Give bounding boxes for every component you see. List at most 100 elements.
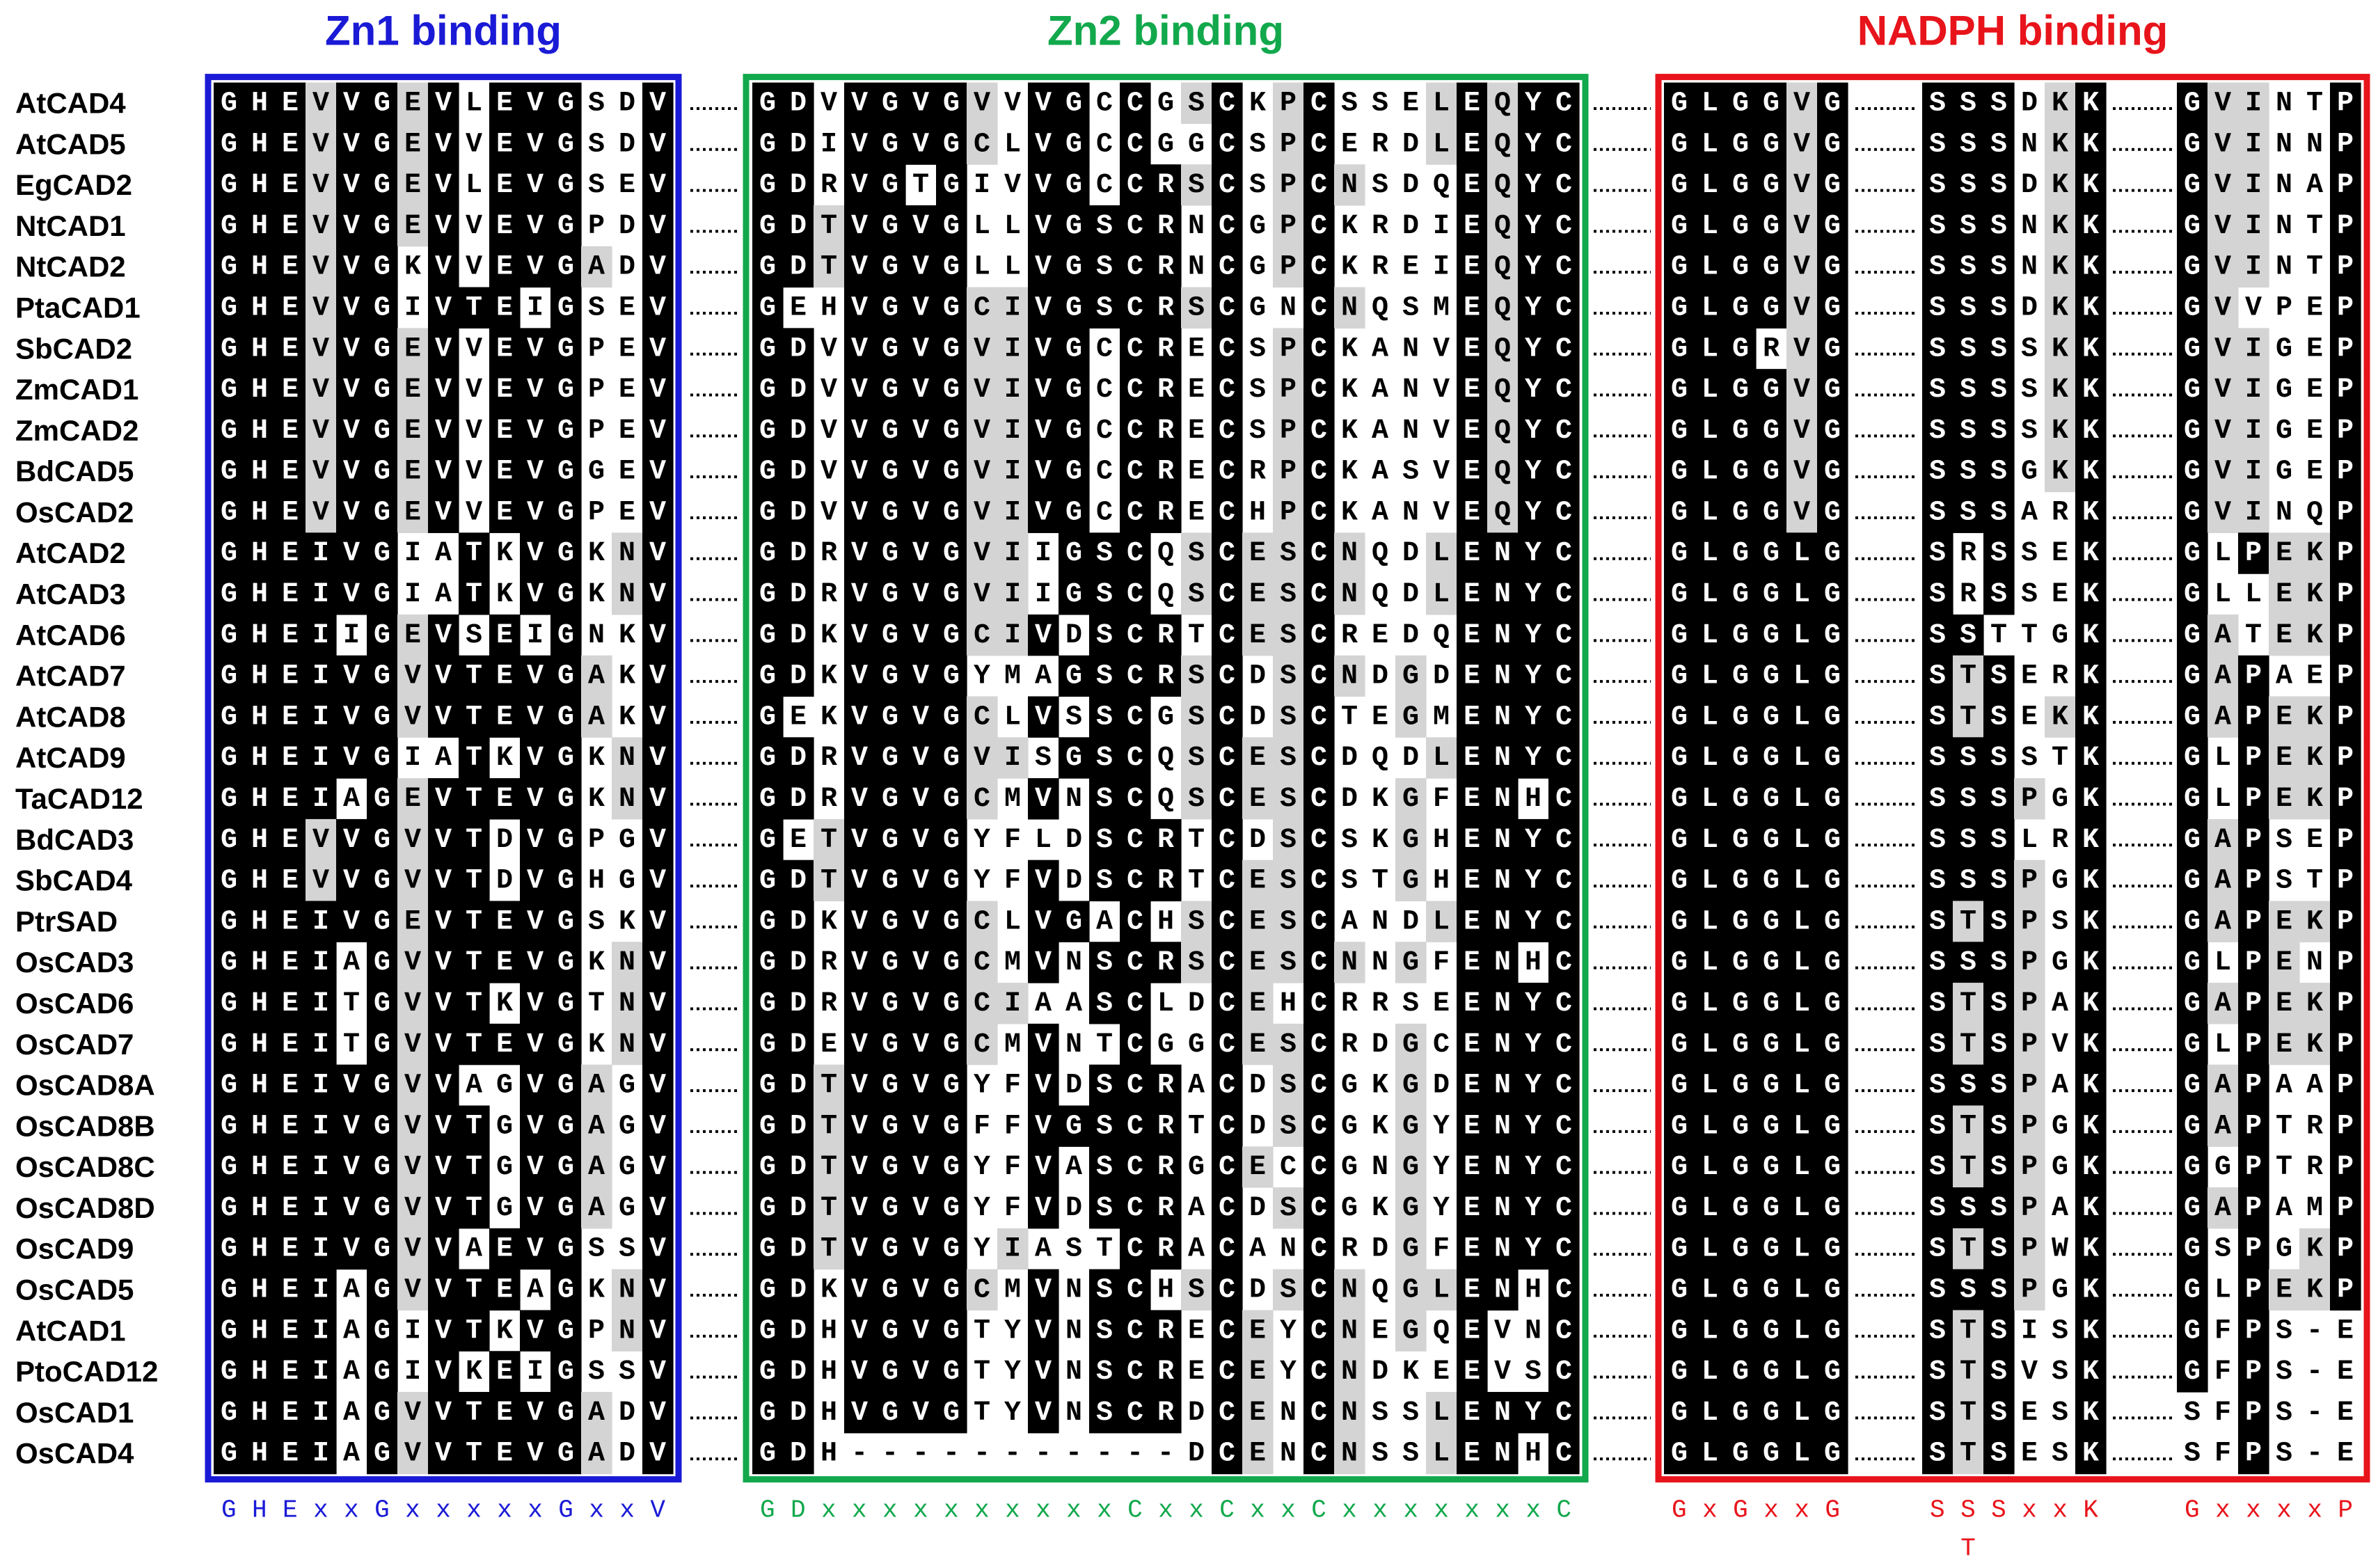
residue-shade [1059, 409, 1090, 452]
residue-shade [306, 246, 337, 288]
residue-shade [1695, 82, 1726, 124]
residue-shade [397, 369, 429, 411]
residue-shade [1212, 532, 1243, 574]
residue-shade [1457, 328, 1488, 370]
residue-shade [967, 123, 998, 165]
residue-shade [1922, 205, 1953, 247]
residue-shade [2177, 82, 2208, 124]
residue-shade [642, 328, 674, 370]
residue-shade [336, 369, 367, 411]
sequence-name: OsCAD9 [15, 1233, 134, 1265]
consensus-motif: SSSxxK [1930, 1496, 2098, 1525]
residue-shade [275, 491, 306, 533]
residue-shade [214, 573, 245, 615]
residue-shade [520, 369, 551, 411]
residue-shade [752, 246, 784, 288]
residue-shade [275, 409, 306, 452]
residue-shade [367, 246, 398, 288]
residue-shade [489, 205, 521, 247]
residue-shade [1457, 450, 1488, 493]
residue-shade [214, 287, 245, 328]
residue-shade [783, 246, 814, 288]
residue-shade [1922, 123, 1953, 165]
residue-shade [2177, 123, 2208, 165]
residue-shade [428, 123, 459, 165]
residue-shade [936, 164, 967, 206]
residue-shade [1457, 491, 1488, 533]
residue-shade [1756, 287, 1787, 328]
residue-shade [1334, 532, 1365, 574]
residue-shade [2075, 205, 2107, 247]
residue-shade [1922, 491, 1953, 533]
residue-shade [2177, 164, 2208, 206]
residue-shade [642, 123, 674, 165]
residue-shade [1089, 532, 1120, 574]
residue-shade [1212, 205, 1243, 247]
residue-shade [936, 123, 967, 165]
residue-shade [783, 164, 814, 206]
residue-shade [936, 328, 967, 370]
residue-shade [2045, 409, 2076, 452]
residue-shade [997, 369, 1029, 411]
residue-shade [2330, 287, 2361, 328]
residue-shade [1273, 246, 1304, 288]
residue-shade [306, 369, 337, 411]
residue-shade [275, 123, 306, 165]
residue-shade [1953, 369, 1984, 411]
sequence-segment-inverse: GDKVGVGYMAGSCRSCDSCNDGDENYC [759, 661, 1572, 692]
residue-shade [214, 82, 245, 124]
residue-shade [2330, 328, 2361, 370]
sequence-name: OsCAD4 [15, 1437, 134, 1470]
residue-shade [1817, 491, 1848, 533]
residue-shade [1150, 491, 1182, 533]
residue-shade [1273, 82, 1304, 124]
residue-shade [1028, 246, 1059, 288]
residue-shade [1487, 532, 1519, 574]
residue-shade [612, 532, 643, 574]
residue-shade [1756, 491, 1787, 533]
residue-shade [1518, 450, 1549, 493]
residue-shade [783, 573, 814, 615]
residue-shade [244, 164, 276, 206]
residue-shade [1273, 409, 1304, 452]
sequence-name: OsCAD5 [15, 1274, 134, 1306]
residue-shade [1334, 287, 1365, 328]
residue-shade [1664, 82, 1695, 124]
residue-shade [1817, 328, 1848, 370]
residue-shade [844, 287, 875, 328]
residue-shade [1059, 246, 1090, 288]
residue-shade [489, 491, 521, 533]
residue-shade [520, 409, 551, 452]
consensus-motif: GDxxxxxxxxxxCxxCxxCxxxxxxxC [760, 1496, 1571, 1525]
residue-shade [306, 532, 337, 574]
residue-shade [428, 82, 459, 124]
sequence-name: OsCAD6 [15, 987, 134, 1020]
residue-shade [214, 164, 245, 206]
sequence-segment-inverse: GDHVGVGTYVNSCRECEYCNEGQEVNC [759, 1315, 1572, 1347]
residue-shade [2045, 164, 2076, 206]
residue-shade [1120, 573, 1151, 615]
residue-shade [1664, 491, 1695, 533]
residue-shade [1983, 82, 2015, 124]
sequence-name: AtCAD9 [15, 741, 126, 774]
residue-shade [875, 491, 906, 533]
residue-shade [1756, 164, 1787, 206]
residue-shade [1786, 123, 1818, 165]
sequence-segment-inverse: GDTVGVGYIASTCRACANCRDGFENYC [759, 1234, 1572, 1265]
residue-shade [2207, 369, 2239, 411]
residue-shade [1150, 409, 1182, 452]
residue-shade [1548, 164, 1580, 206]
residue-shade [1548, 369, 1580, 411]
residue-shade [1695, 246, 1726, 288]
residue-shade [367, 573, 398, 615]
residue-shade [275, 164, 306, 206]
residue-shade [1426, 82, 1457, 124]
sequence-name: SbCAD4 [15, 864, 133, 897]
sequence-segment-inverse: GDTVGVGYFVDSCRACDSCGKGDENYC [759, 1070, 1572, 1102]
residue-shade [2075, 491, 2107, 533]
residue-shade [1303, 369, 1335, 411]
sequence-name: OsCAD1 [15, 1396, 134, 1429]
residue-shade [459, 287, 490, 328]
residue-shade [2238, 409, 2269, 452]
residue-shade [244, 82, 276, 124]
